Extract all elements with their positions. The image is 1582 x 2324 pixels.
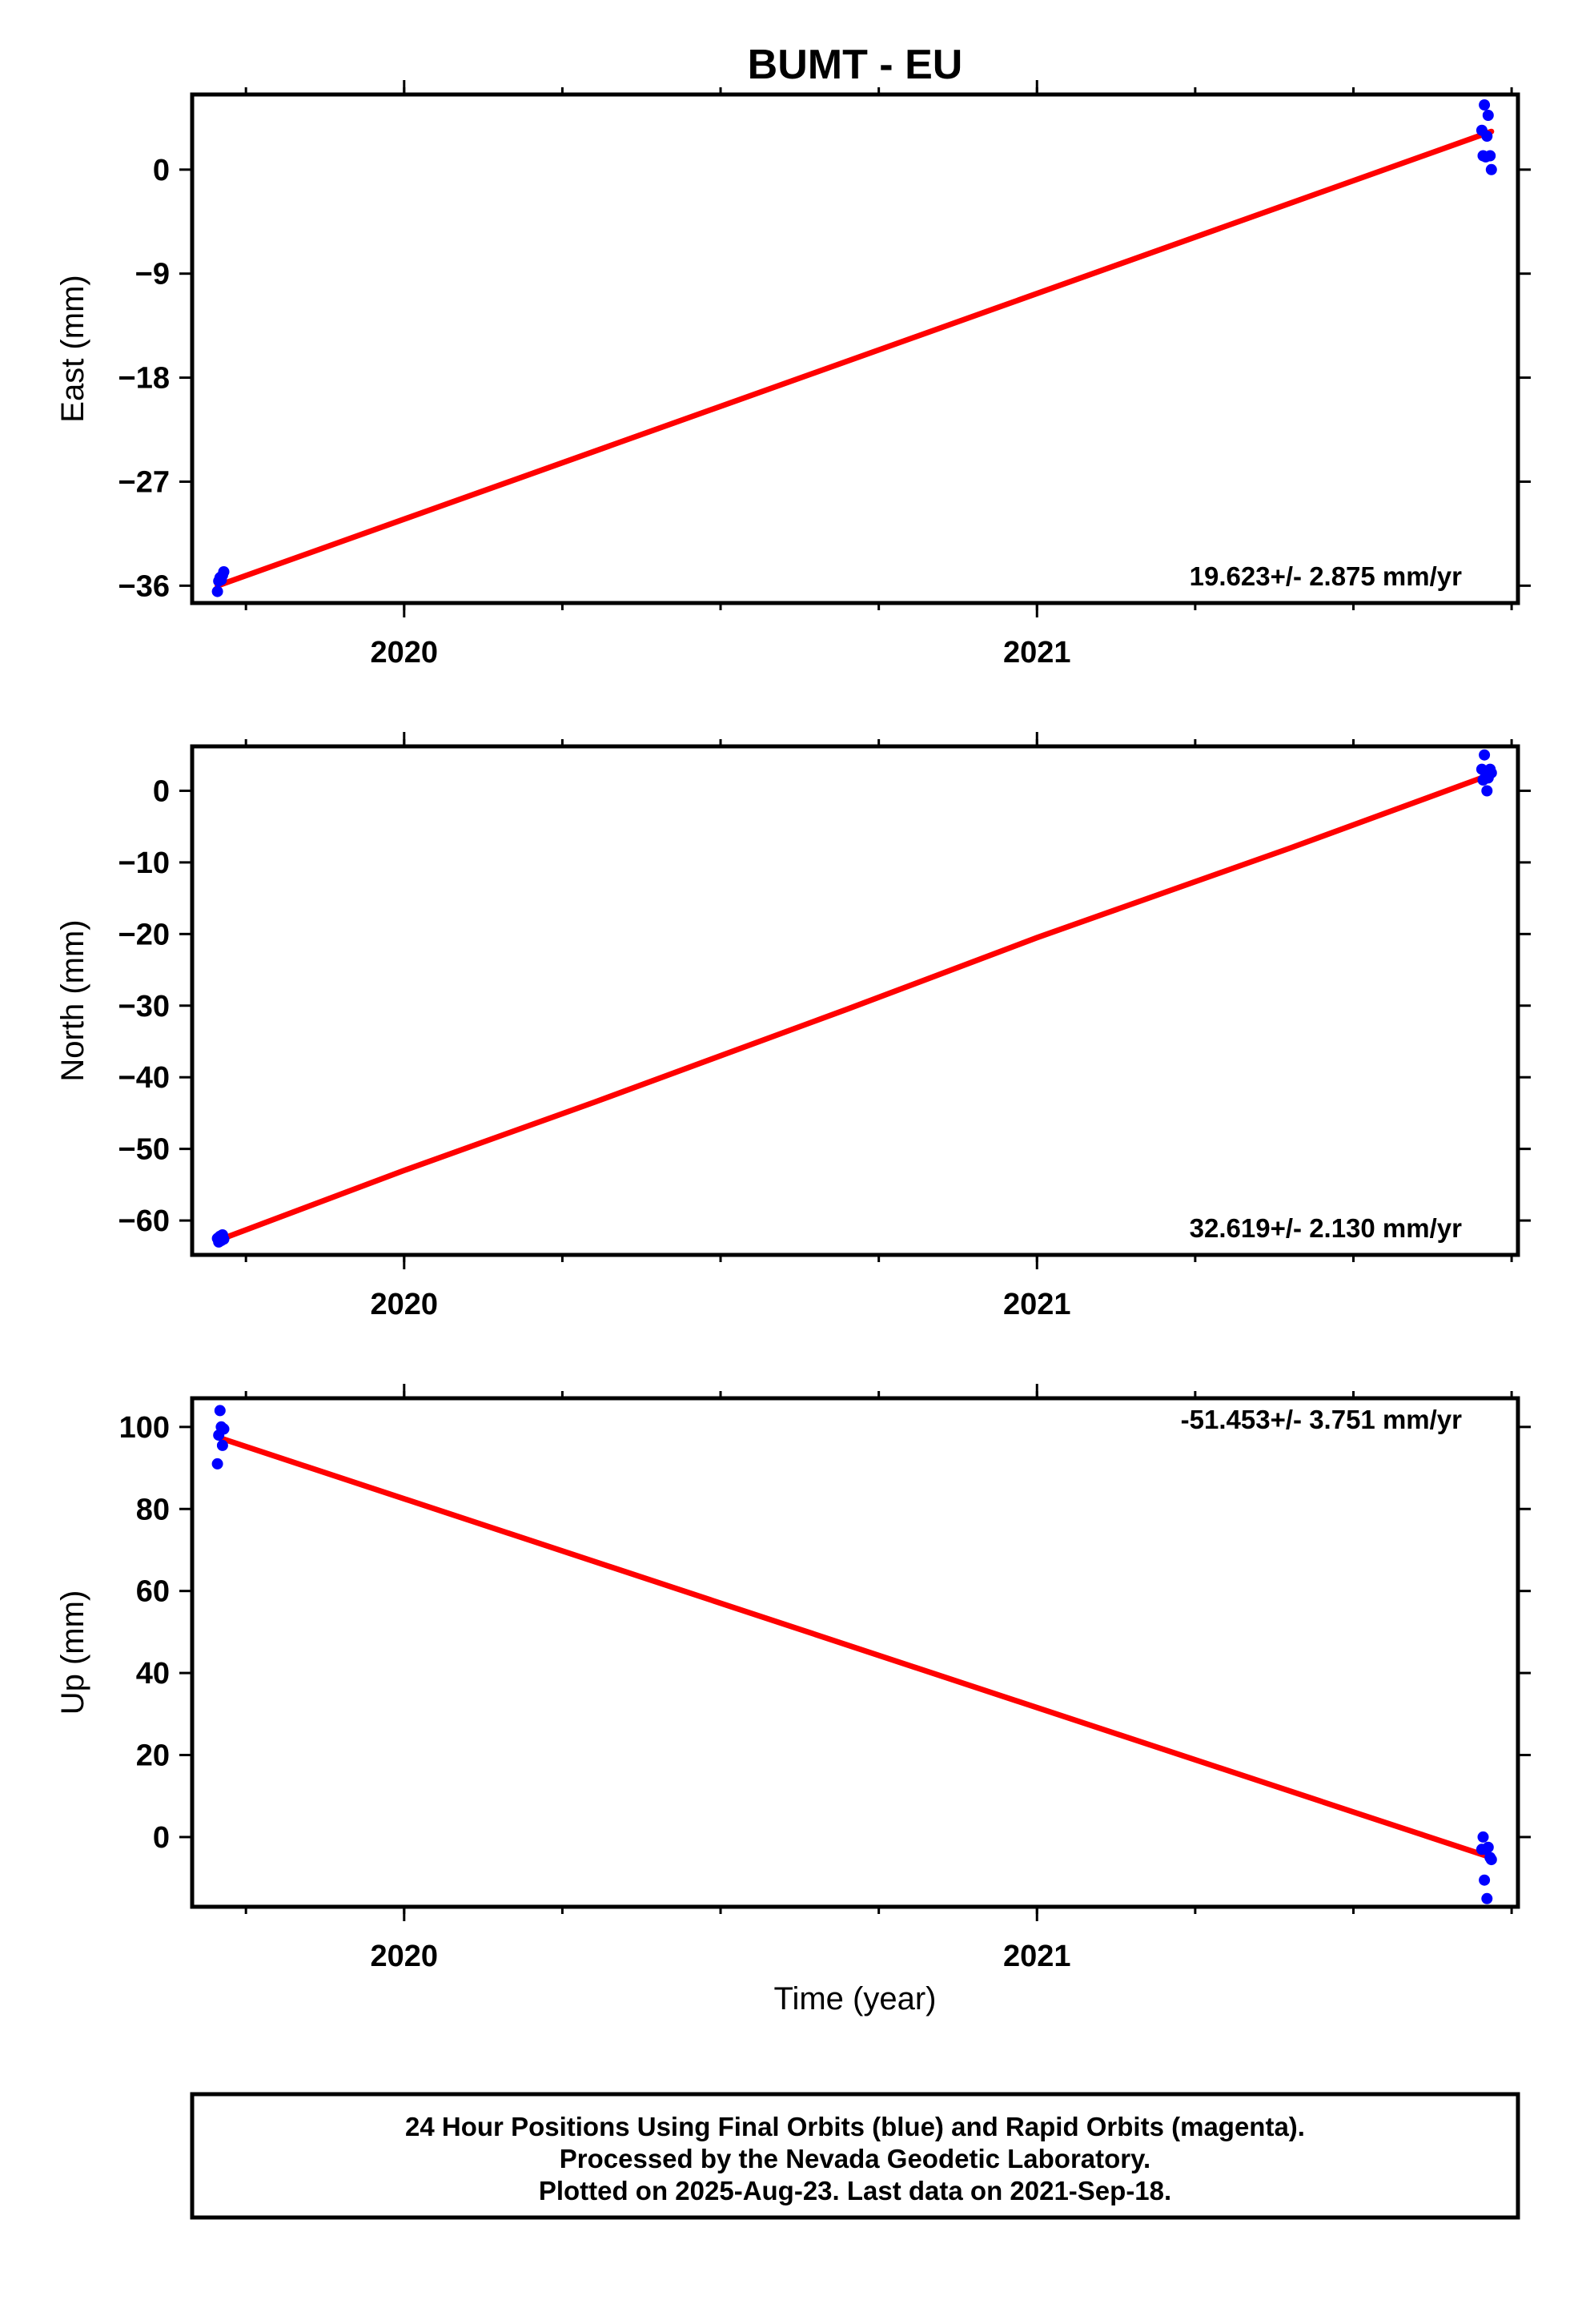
east-xtick-label: 2020 — [371, 636, 439, 669]
up-ylabel: Up (mm) — [55, 1590, 90, 1715]
north-ytick-label: −30 — [118, 990, 170, 1023]
up-data-point — [1477, 1831, 1489, 1843]
panels: 0 −9 −18 −27 −36 2020 2021 East (mm) 19.623+/- 2… — [55, 80, 1531, 2016]
north-ytick-label: −10 — [118, 846, 170, 880]
north-data-point — [1479, 749, 1491, 761]
north-rate-label: 32.619+/- 2.130 mm/yr — [1190, 1213, 1462, 1243]
east-ytick-label: −9 — [135, 258, 170, 292]
north-trend-line — [215, 771, 1495, 1244]
east-data-point — [1481, 131, 1493, 142]
east-frame — [190, 92, 1520, 605]
footer-line-1: 24 Hour Positions Using Final Orbits (bl… — [405, 2112, 1305, 2141]
up-ytick-label: 20 — [136, 1739, 170, 1773]
east-ytick-label: −36 — [118, 569, 170, 603]
footer-box: 24 Hour Positions Using Final Orbits (bl… — [190, 2092, 1520, 2220]
up-xlabel: Time (year) — [774, 1981, 937, 2016]
up-data-point — [1482, 1841, 1494, 1853]
north-frame — [190, 744, 1520, 1257]
north-ytick-label: −50 — [118, 1133, 170, 1167]
chart-title: BUMT - EU — [748, 42, 963, 88]
up-ytick-label: 80 — [136, 1493, 170, 1526]
up-rate-label: -51.453+/- 3.751 mm/yr — [1181, 1405, 1462, 1434]
up-trend-line — [215, 1434, 1495, 1860]
footer-line-3: Plotted on 2025-Aug-23. Last data on 202… — [539, 2176, 1171, 2205]
north-xtick-label: 2020 — [371, 1288, 439, 1321]
east-data-point — [1479, 99, 1491, 111]
east-data-layer — [211, 99, 1497, 597]
up-data-point — [211, 1458, 223, 1470]
north-ytick-label: −40 — [118, 1061, 170, 1095]
east-data-point — [218, 566, 230, 577]
east-ylabel: East (mm) — [55, 275, 90, 422]
up-data-point — [214, 1405, 226, 1417]
east-data-point — [1482, 110, 1494, 121]
east-trend-line — [215, 128, 1495, 589]
up-xtick-label: 2020 — [371, 1940, 439, 1973]
up-xtick-label: 2021 — [1003, 1940, 1071, 1973]
east-rate-label: 19.623+/- 2.875 mm/yr — [1190, 561, 1462, 591]
up-data-point — [216, 1439, 228, 1451]
up-ytick-label: 0 — [153, 1821, 170, 1855]
east-data-point — [1485, 163, 1497, 175]
footer-line-2: Processed by the Nevada Geodetic Laborat… — [560, 2144, 1150, 2173]
east-xtick-label: 2021 — [1003, 636, 1071, 669]
east-panel: 0 −9 −18 −27 −36 2020 2021 East (mm) 19.623+/- 2… — [55, 80, 1531, 669]
up-data-layer — [211, 1405, 1497, 1904]
up-frame — [190, 1396, 1520, 1909]
up-data-point — [218, 1423, 230, 1435]
north-ytick-label: 0 — [153, 774, 170, 808]
north-ylabel: North (mm) — [55, 919, 90, 1081]
east-ytick-label: −27 — [118, 465, 170, 499]
up-ytick-label: 100 — [119, 1411, 170, 1445]
north-ytick-label: −20 — [118, 918, 170, 951]
north-panel: 0 −10 −20 −30 −40 −50 −60 2020 2021 North (mm) 32.… — [55, 732, 1531, 1321]
east-ytick-label: 0 — [153, 154, 170, 187]
north-data-point — [218, 1233, 230, 1245]
east-ytick-label: −18 — [118, 362, 170, 396]
up-data-point — [1479, 1874, 1491, 1886]
north-ytick-label: −60 — [118, 1204, 170, 1238]
north-data-point — [1485, 767, 1497, 779]
north-data-layer — [211, 749, 1497, 1248]
north-xtick-label: 2021 — [1003, 1288, 1071, 1321]
up-panel: 100 80 60 40 20 0 2020 2021 Up (mm) Time (year) -5… — [55, 1384, 1531, 2016]
up-ytick-label: 60 — [136, 1575, 170, 1609]
east-data-point — [211, 585, 223, 597]
up-data-point — [1481, 1892, 1493, 1904]
up-ytick-label: 40 — [136, 1657, 170, 1691]
up-data-point — [1485, 1854, 1497, 1866]
north-data-point — [1481, 785, 1493, 797]
footer-frame — [190, 2092, 1520, 2220]
east-data-point — [1484, 150, 1496, 162]
